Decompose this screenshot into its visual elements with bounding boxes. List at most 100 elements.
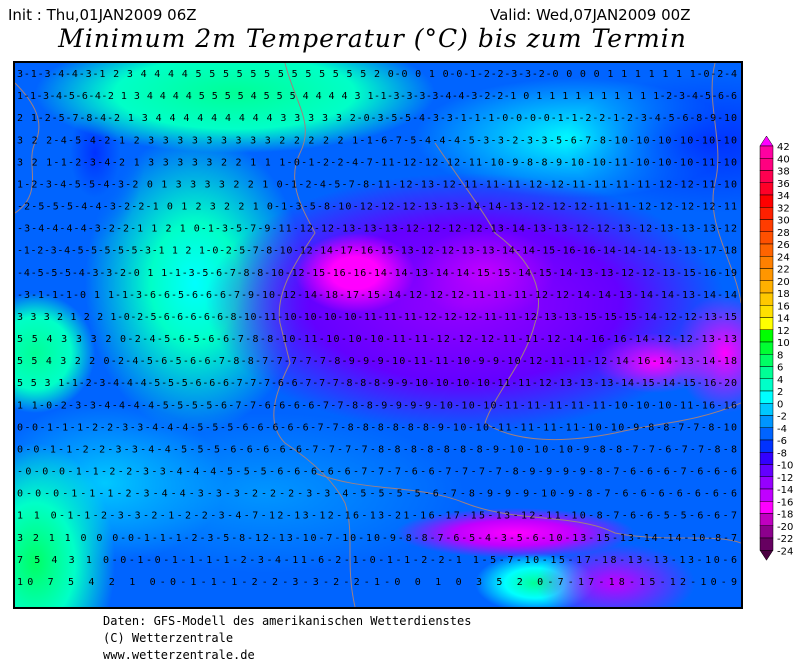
legend-band xyxy=(759,452,774,465)
legend-label: 16 xyxy=(777,301,790,312)
legend-label: 30 xyxy=(777,216,790,227)
legend-band xyxy=(759,550,774,561)
value-row: 3-1-3-4-4-3-1 2 3 4 4 4 4 5 5 5 5 5 5 5 … xyxy=(17,69,737,80)
value-row: 2 1-2-5-7-8-4-2 1 3 4 4 4 4 4 4 4 4 4 3 … xyxy=(17,113,737,124)
legend-label: -8 xyxy=(777,448,787,459)
legend-band xyxy=(759,145,774,159)
legend-label: 10 xyxy=(777,338,790,349)
legend-band xyxy=(759,513,774,526)
value-row: 3 3 3 2 1 2 2 1-0-2-5-6-6-6-6-6-8-10-11-… xyxy=(17,312,737,323)
legend-label: 6 xyxy=(777,363,783,374)
legend-label: 0 xyxy=(777,399,783,410)
legend-bands xyxy=(759,135,774,561)
legend-band xyxy=(759,366,774,379)
legend-label: 20 xyxy=(777,277,790,288)
legend-label: 42 xyxy=(777,142,790,153)
legend-band xyxy=(759,464,774,477)
legend-label: -24 xyxy=(777,546,793,557)
legend-label: -10 xyxy=(777,461,793,472)
legend-label: 14 xyxy=(777,314,790,325)
credit-website[interactable]: www.wetterzentrale.de xyxy=(103,648,255,662)
value-row: 5 5 4 3 2 2 0-2-4-5-6-5-6-6-7-8-8-7-7-7-… xyxy=(17,356,737,367)
credit-data-source: Daten: GFS-Modell des amerikanischen Wet… xyxy=(103,614,472,628)
legend-labels: 424038363432302826242220181614121086420-… xyxy=(777,142,793,557)
legend-band xyxy=(759,135,774,147)
legend-band xyxy=(759,170,774,183)
legend-band xyxy=(759,525,774,539)
legend-label: 36 xyxy=(777,179,790,190)
value-row: -3-1-1-1-0 1 1-1-3-6-6-5-6-6-6-7-9-10-12… xyxy=(17,290,737,301)
legend-band xyxy=(759,280,774,294)
legend-band xyxy=(759,194,774,208)
init-time: Init : Thu,01JAN2009 06Z xyxy=(8,6,197,24)
legend-band xyxy=(759,292,774,306)
legend-label: 4 xyxy=(777,375,783,386)
value-row: 10 7 5 4 2 1 0-0-1-1-1-2-2-3-3-2-2-1-0 0… xyxy=(17,577,737,588)
value-row: 0-0-1-1-1-2-2-3-3-4-4-4-5-5-5-6-6-6-6-6-… xyxy=(17,422,737,433)
value-row: 1-2-3-4-5-5-4-3-2 0 1 3 3 3 3 2 2 1 0-1-… xyxy=(17,179,737,190)
legend-band xyxy=(759,476,774,490)
value-row: 1 1 0-1-1-2-3-3-2-1-2-2-3-4-7-12-13-12-1… xyxy=(17,511,737,522)
legend-band xyxy=(759,317,774,330)
value-grid: 3-1-3-4-4-3-1 2 3 4 4 4 4 5 5 5 5 5 5 5 … xyxy=(15,63,741,607)
legend-label: 28 xyxy=(777,228,790,239)
legend-label: 40 xyxy=(777,154,790,165)
legend-label: -4 xyxy=(777,424,787,435)
legend-band xyxy=(759,390,774,404)
value-rows: 3-1-3-4-4-3-1 2 3 4 4 4 4 5 5 5 5 5 5 5 … xyxy=(17,69,737,588)
legend-label: 22 xyxy=(777,265,790,276)
legend-band xyxy=(759,415,774,428)
value-row: 1 1-0-2-3-3-4-4-4-4-5-5-5-5-6-7-7-6-6-6-… xyxy=(17,400,737,411)
value-row: 0-0-1-1-2-2-3-3-4-4-5-5-5-6-6-6-6-6-7-7-… xyxy=(17,444,737,455)
legend-band xyxy=(759,207,774,220)
value-row: 3 2 1 1 0 0 0-0-1-1-1-2-3-5-8-12-13-10-7… xyxy=(17,533,737,544)
legend-band xyxy=(759,354,774,367)
temperature-map: 3-1-3-4-4-3-1 2 3 4 4 4 4 5 5 5 5 5 5 5 … xyxy=(13,61,743,609)
legend-label: 24 xyxy=(777,252,790,263)
legend-band xyxy=(759,231,774,245)
legend-band xyxy=(759,378,774,392)
legend-label: 2 xyxy=(777,387,783,398)
legend-label: -12 xyxy=(777,473,793,484)
legend-label: 26 xyxy=(777,240,790,251)
legend-label: -14 xyxy=(777,485,793,496)
value-row: -2-5-5-5-4-4-3-2-2-1 0 1 2 3 2 2 1 0-1-3… xyxy=(17,202,737,213)
legend-band xyxy=(759,439,774,453)
legend-band xyxy=(759,341,774,355)
legend-label: 38 xyxy=(777,167,790,178)
valid-time: Valid: Wed,07JAN2009 00Z xyxy=(490,6,691,24)
legend-label: -18 xyxy=(777,510,793,521)
value-row: 5 5 3 1-1-2-3-4-4-4-5-5-5-6-6-6-7-7-7-6-… xyxy=(17,378,737,389)
legend-label: -22 xyxy=(777,534,793,545)
legend-label: -2 xyxy=(777,412,787,423)
value-row: 3 2 1-1-2-3-4-2 1 3 3 3 3 3 2 2 1 1 1-0-… xyxy=(17,157,737,168)
value-row: -0-0-0-1-1-2-2-3-3-4-4-4-5-5-5-6-6-6-6-6… xyxy=(17,467,737,478)
value-row: -1-2-3-4-5-5-5-5-5-3-1 1 2 1-0-2-5-7-8-1… xyxy=(17,246,737,257)
legend-band xyxy=(759,501,774,514)
value-row: 1-1-3-4-5-6-4-2 1 3 4 4 4 4 5 5 5 5 4 5 … xyxy=(17,91,737,102)
legend-band xyxy=(759,243,774,257)
map-title: Minimum 2m Temperatur (°C) bis zum Termi… xyxy=(58,24,687,53)
coastlines xyxy=(15,63,741,607)
value-row: 0-0-0-1-1-1-2-3-4-4-3-3-3-2-2-2-3-3-4-5-… xyxy=(17,489,737,500)
credit-copyright: (C) Wetterzentrale xyxy=(103,631,234,645)
legend-band xyxy=(759,427,774,441)
value-row: 5 5 4 3 3 3 2 0-2-4-5-6-5-6-6-7-8-8-10-1… xyxy=(17,334,737,345)
legend-band xyxy=(759,158,774,171)
legend-band xyxy=(759,488,774,502)
value-row: 7 5 4 3 1 0-0-1-0-1-1-1-1-2-3-4-11-6-2-1… xyxy=(17,555,737,566)
legend-band xyxy=(759,219,774,232)
legend-band xyxy=(759,305,774,318)
legend-band xyxy=(759,256,774,269)
legend-band xyxy=(759,537,774,551)
legend-band xyxy=(759,329,774,343)
legend-label: 34 xyxy=(777,191,790,202)
legend-band xyxy=(759,182,774,196)
value-row: 3 2 2-4-5-4-2-1 2 3 3 3 3 3 3 3 3 3 2 2 … xyxy=(17,135,737,146)
color-legend: 424038363432302826242220181614121086420-… xyxy=(759,135,793,561)
legend-label: 18 xyxy=(777,289,790,300)
legend-label: -20 xyxy=(777,522,793,533)
legend-band xyxy=(759,403,774,416)
legend-label: 8 xyxy=(777,350,783,361)
legend-label: 12 xyxy=(777,326,790,337)
